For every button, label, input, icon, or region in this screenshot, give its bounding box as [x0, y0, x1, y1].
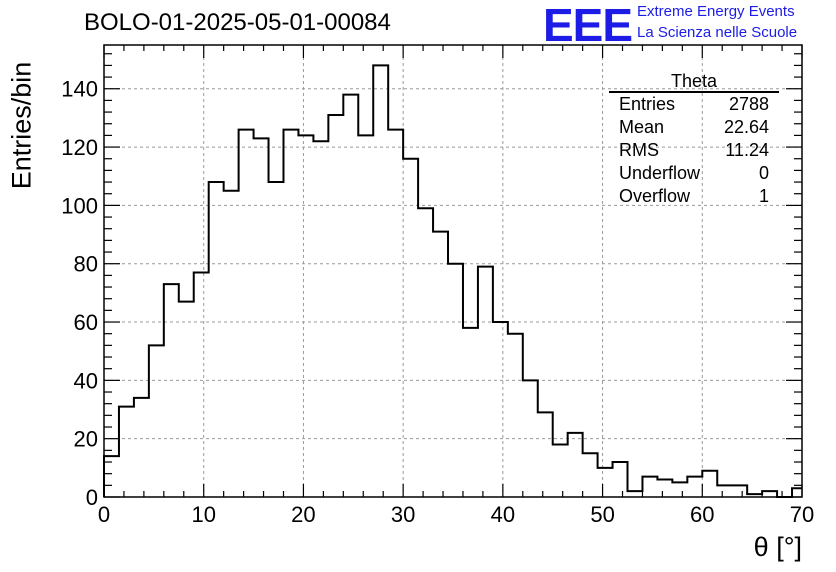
y-tick-label: 60	[74, 310, 98, 335]
stats-value: 0	[758, 163, 769, 183]
stats-row: Overflow 1	[609, 185, 779, 208]
x-tick-label: 50	[590, 502, 614, 527]
stats-value: 11.24	[725, 140, 769, 160]
plot-frame	[103, 44, 803, 498]
x-tick-label: 0	[98, 502, 110, 527]
stats-label: Mean	[619, 117, 665, 137]
stats-label: RMS	[619, 140, 659, 160]
stats-label: Overflow	[619, 186, 691, 206]
y-tick-label: 0	[86, 485, 98, 510]
stats-value: 22.64	[723, 117, 769, 137]
stats-row: Entries 2788	[609, 93, 779, 116]
stats-row: Mean 22.64	[609, 116, 779, 139]
y-tick-label: 40	[74, 368, 98, 393]
logo-subtitle-line2: La Scienza nelle Scuole	[637, 24, 798, 41]
x-tick-label: 40	[491, 502, 515, 527]
stats-label: Underflow	[619, 163, 701, 183]
stats-value: 2788	[728, 94, 769, 114]
x-tick-label: 20	[291, 502, 315, 527]
stats-title: Theta	[609, 72, 779, 93]
axis-ticks	[103, 45, 803, 498]
histogram-step-line	[103, 64, 802, 498]
x-tick-label: 30	[391, 502, 415, 527]
x-tick-label: 70	[790, 502, 814, 527]
y-tick-label: 100	[61, 193, 98, 218]
x-tick-label: 60	[690, 502, 714, 527]
stats-box: Theta Entries 2788 Mean 22.64 RMS 11.24 …	[609, 72, 779, 208]
x-axis-label: θ [°]	[753, 532, 802, 562]
y-tick-label: 120	[61, 135, 98, 160]
eee-logo: EEE	[543, 0, 633, 51]
x-tick-label: 10	[191, 502, 215, 527]
stats-label: Entries	[619, 94, 676, 114]
y-tick-label: 20	[74, 427, 98, 452]
y-tick-label: 140	[61, 77, 98, 102]
stats-row: Underflow 0	[609, 162, 779, 185]
y-axis-label: Entries/bin	[6, 61, 37, 190]
y-tick-label: 80	[74, 252, 98, 277]
logo-subtitle-line1: Extreme Energy Events	[637, 3, 795, 20]
stats-value: 1	[758, 186, 769, 206]
stats-row: RMS 11.24	[609, 139, 779, 162]
chart-title: BOLO-01-2025-05-01-00084	[84, 9, 391, 36]
